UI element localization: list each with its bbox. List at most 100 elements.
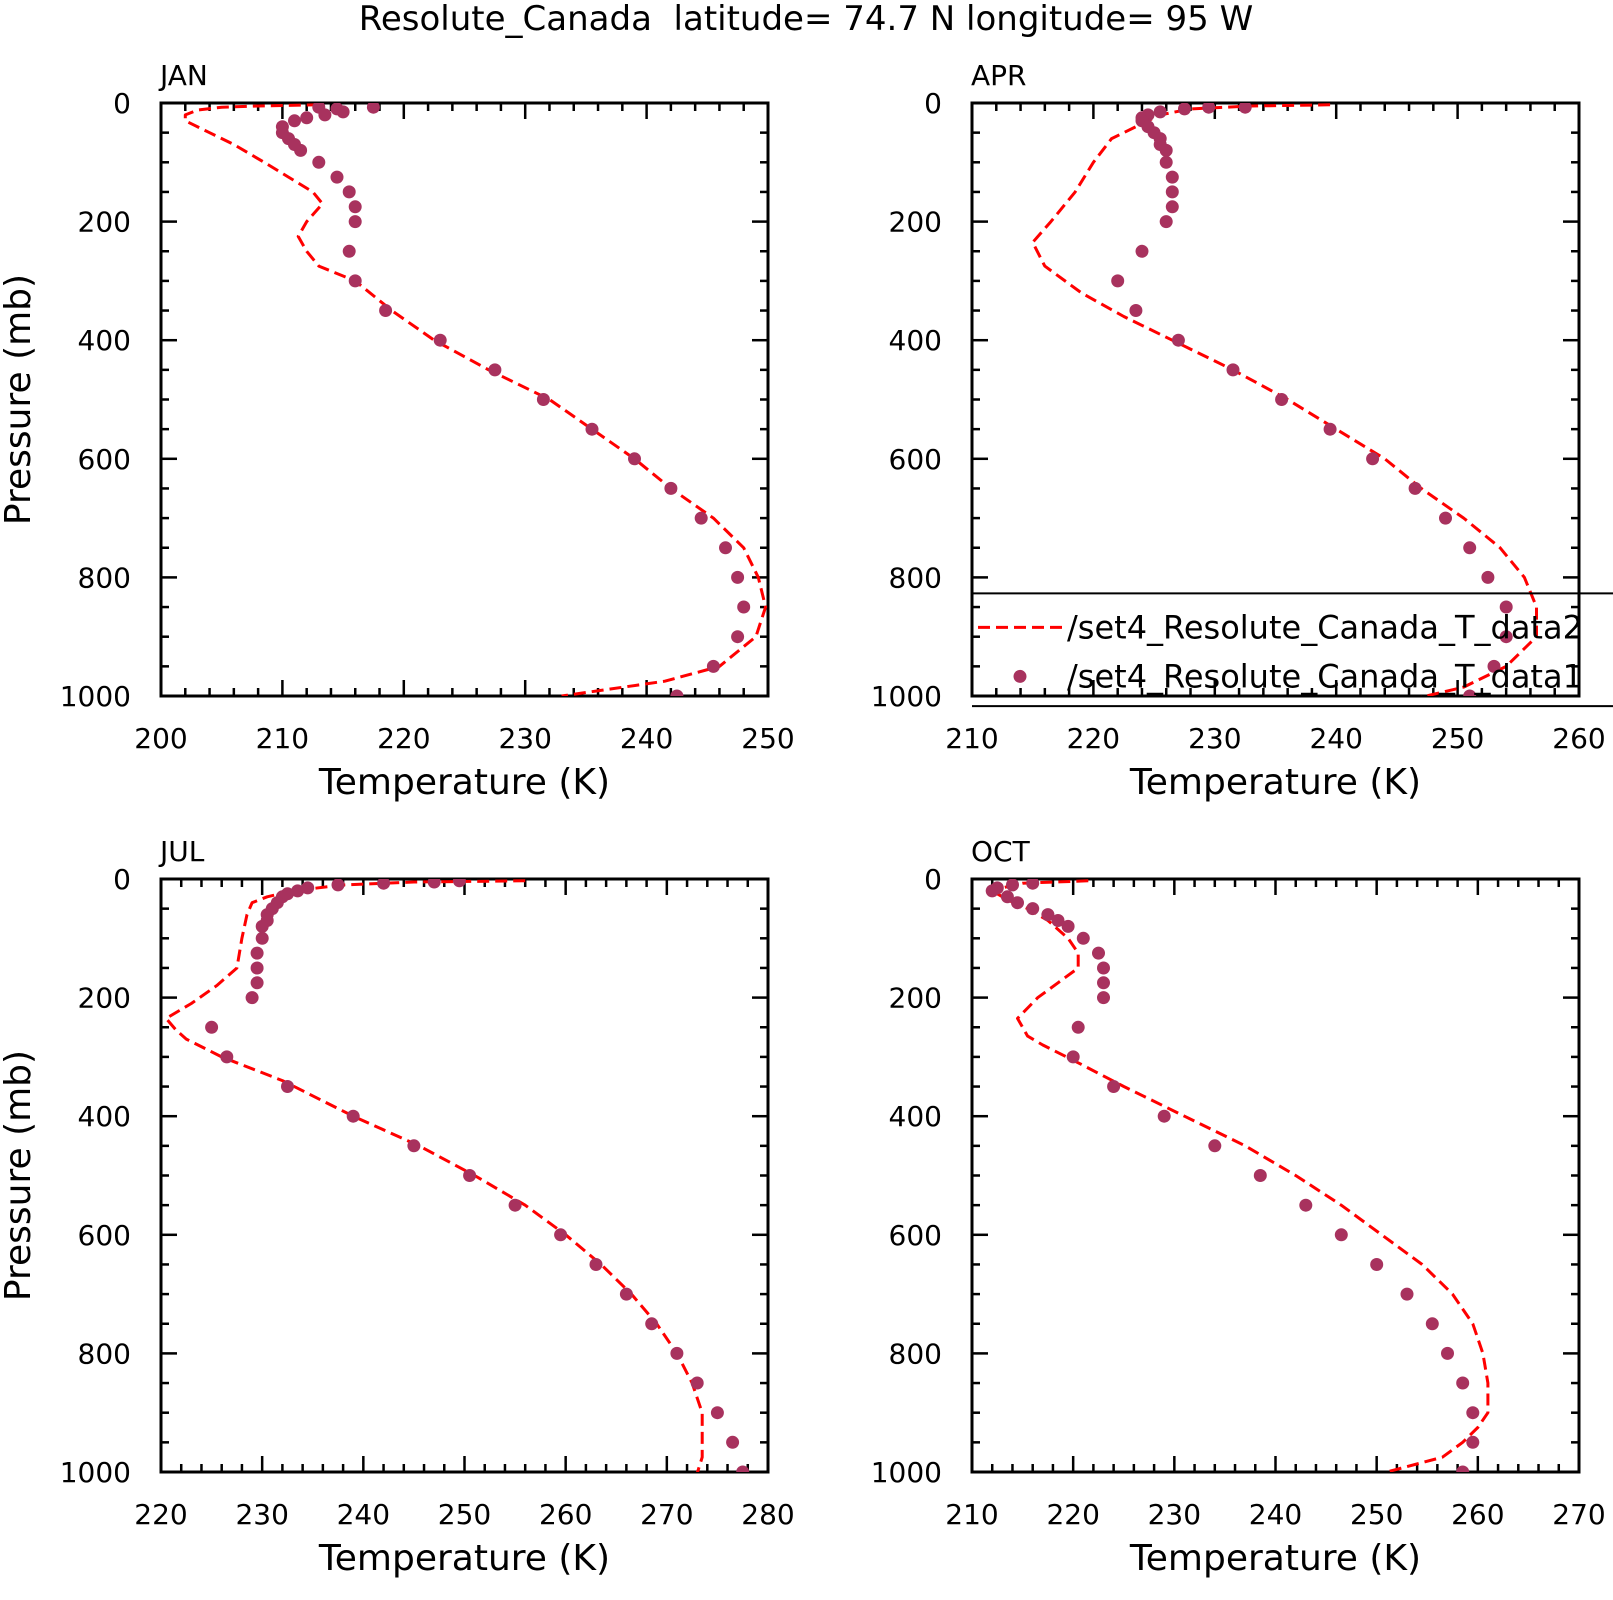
x-tick-label: 260 [1451,1498,1504,1531]
panel-jan: 200 210 220 230 240 250 0 200 400 600 800 1000 JAN Te… [0,59,795,803]
x-tick-label: 280 [741,1498,794,1531]
data-point-data1 [1439,511,1452,525]
x-tick-label: 250 [741,722,794,755]
data-point-data1 [736,1465,750,1472]
data-point-data1 [1226,363,1240,377]
data-point-data1 [1157,1109,1171,1123]
data-point-data1 [1097,976,1110,990]
x-tick-label: 260 [1552,722,1605,755]
data-point-data1 [1000,890,1014,904]
data-point-data1 [281,1080,294,1093]
y-axis-label: Pressure (mb) [0,1050,39,1301]
data-point-data1 [1370,1258,1384,1271]
data-point-data1 [1097,991,1110,1005]
x-tick-label: 240 [1249,1498,1302,1531]
data-point-data1 [1299,1198,1313,1212]
data-point-data1 [1400,1287,1414,1301]
data-point-data1 [348,200,362,214]
data-point-data1 [670,1346,684,1360]
x-tick-label: 270 [640,1498,693,1531]
x-axis-label: Temperature (K) [1129,762,1421,803]
data-point-data1 [1178,103,1191,116]
y-tick-label: 600 [78,1219,131,1252]
x-tick-label: 250 [1431,722,1484,755]
y-tick-label: 400 [889,324,942,357]
data-point-data1 [1456,1465,1470,1472]
data-point-data1 [1076,931,1090,945]
y-tick-label: 800 [889,1337,942,1370]
x-tick-label: 240 [620,722,673,755]
data-point-data1 [1097,961,1110,975]
data-area [164,879,750,1472]
series-line-data2 [183,103,768,696]
series-line-data2 [164,879,704,1472]
y-tick-label: 0 [113,87,131,120]
data-point-data1 [205,1020,219,1034]
data-point-data1 [1107,1080,1121,1093]
data-point-data1 [1481,570,1495,584]
data-point-data1 [1061,919,1075,933]
data-point-data1 [1466,1435,1480,1449]
data-point-data1 [294,143,308,157]
panel-label: OCT [971,835,1031,868]
y-axis-label: Pressure (mb) [0,274,39,525]
x-tick-label: 200 [134,722,187,755]
data-point-data1 [1499,600,1513,614]
data-point-data1 [1051,914,1065,927]
legend-label-data1: /set4_Resolute_Canada_T_data1 [1067,657,1583,695]
data-point-data1 [1066,1050,1080,1064]
data-point-data1 [1135,244,1149,258]
data-point-data1 [706,659,720,673]
data-point-data1 [1466,1406,1480,1420]
data-point-data1 [1071,1020,1085,1034]
data-point-data1 [1463,541,1477,555]
y-tick-label: 600 [889,443,942,476]
data-point-data1 [342,185,356,199]
y-tick-label: 600 [889,1219,942,1252]
data-point-data1 [1041,908,1055,922]
data-point-data1 [245,991,259,1005]
panel-label: JAN [158,59,208,92]
panel-apr: 210 220 230 240 250 260 0 200 400 600 800 1000 APR Te… [871,59,1613,803]
x-tick-label: 230 [1188,722,1241,755]
data-point-data1 [726,1435,740,1449]
data-point-data1 [1165,185,1179,199]
y-tick-label: 1000 [60,680,131,713]
x-axis-label: Temperature (K) [1129,1538,1421,1579]
data-point-data1 [664,481,678,495]
x-tick-label: 240 [337,1498,390,1531]
legend-label-data2: /set4_Resolute_Canada_T_data2 [1067,608,1583,646]
data-point-data1 [1129,304,1143,317]
data-point-data1 [318,108,332,122]
data-point-data1 [585,422,599,436]
data-point-data1 [291,884,305,898]
panel-oct: 210 220 230 240 250 260 270 0 200 400 600 800 1000 OC… [871,835,1606,1579]
x-tick-label: 220 [134,1498,187,1531]
data-point-data1 [985,884,999,898]
plot-frame [159,101,770,698]
data-point-data1 [1171,333,1185,347]
data-point-data1 [731,570,745,584]
data-point-data1 [255,919,269,933]
data-point-data1 [1275,393,1289,406]
data-point-data1 [250,976,264,990]
data-point-data1 [554,1228,568,1242]
data-point-data1 [427,879,441,889]
x-tick-label: 240 [1309,722,1362,755]
panel-label: JUL [158,835,205,868]
y-tick-label: 1000 [871,1456,942,1489]
data-point-data1 [1111,274,1125,288]
x-tick-label: 210 [945,722,998,755]
data-point-data1 [300,111,314,125]
y-tick-label: 400 [78,324,131,357]
data-point-data1 [1202,103,1216,114]
data-point-data1 [737,600,751,614]
data-point-data1 [348,274,362,288]
data-point-data1 [1253,1169,1267,1182]
y-tick-label: 200 [78,982,131,1015]
x-tick-label: 220 [1046,1498,1099,1531]
data-point-data1 [645,1317,659,1331]
data-point-data1 [1159,215,1173,229]
data-point-data1 [1456,1376,1470,1390]
data-point-data1 [336,105,350,119]
